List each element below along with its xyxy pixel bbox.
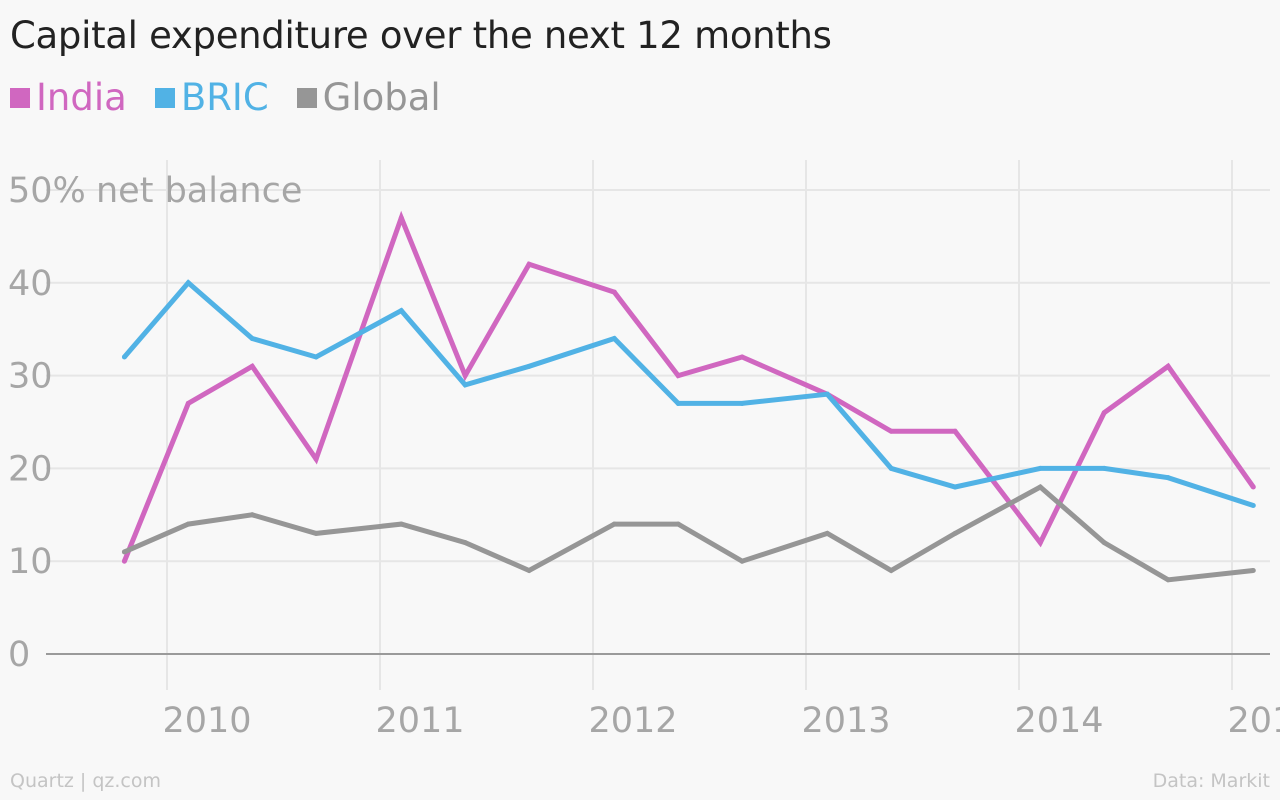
y-tick-label-20: 20 — [8, 449, 53, 489]
data-point-global-1 — [185, 521, 191, 527]
data-point-india-2 — [249, 363, 255, 369]
data-point-india-5 — [462, 373, 468, 379]
data-point-global-10 — [824, 530, 830, 536]
data-point-global-4 — [398, 521, 404, 527]
data-point-global-11 — [888, 567, 894, 573]
data-point-bric-10 — [824, 391, 830, 397]
data-point-india-0 — [121, 558, 127, 564]
series-line-india — [122, 210, 1256, 563]
data-point-india-15 — [1165, 363, 1171, 369]
legend-swatch-bric — [154, 87, 175, 108]
chart-title: Capital expenditure over the next 12 mon… — [10, 14, 832, 57]
legend-swatch-india — [10, 87, 30, 108]
data-point-global-6 — [526, 567, 532, 573]
data-point-bric-2 — [249, 335, 255, 341]
data-point-bric-3 — [313, 354, 319, 360]
data-point-india-4 — [398, 215, 404, 221]
data-point-global-16 — [1250, 567, 1256, 573]
footer-source: Data: Markit — [1152, 770, 1270, 792]
data-point-global-5 — [462, 540, 468, 546]
data-point-india-14 — [1101, 410, 1107, 416]
y-tick-label-50: 50% — [8, 171, 86, 211]
data-point-bric-0 — [121, 354, 127, 360]
chart-legend: India BRIC Global — [10, 76, 441, 119]
y-tick-label-0: 0 — [8, 635, 30, 675]
data-point-india-8 — [675, 373, 681, 379]
y-axis-label: net balance — [96, 171, 302, 211]
series-line-global — [123, 483, 1254, 583]
legend-label-global: Global — [322, 76, 441, 119]
data-point-india-12 — [952, 428, 958, 434]
legend-item-global: Global — [296, 76, 441, 119]
data-point-global-7 — [611, 521, 617, 527]
data-point-bric-9 — [739, 400, 745, 406]
y-tick-label-40: 40 — [8, 264, 53, 304]
data-point-bric-1 — [185, 280, 191, 286]
data-point-india-7 — [611, 289, 617, 295]
data-point-bric-14 — [1101, 465, 1107, 471]
x-tick-label-2014: 2014 — [1014, 701, 1103, 741]
data-point-bric-15 — [1165, 475, 1171, 481]
data-point-global-13 — [1037, 484, 1043, 490]
data-point-india-3 — [313, 456, 319, 462]
x-tick-label-2013: 2013 — [801, 701, 890, 741]
data-point-bric-11 — [888, 465, 894, 471]
data-point-bric-5 — [462, 382, 468, 388]
x-tick-label-2012: 2012 — [588, 701, 677, 741]
data-point-global-8 — [675, 521, 681, 527]
data-point-bric-13 — [1037, 465, 1043, 471]
y-tick-label-10: 10 — [8, 542, 53, 582]
legend-label-india: India — [36, 76, 127, 119]
data-point-india-1 — [185, 400, 191, 406]
data-point-bric-7 — [611, 335, 617, 341]
data-point-bric-12 — [952, 484, 958, 490]
footer-credit: Quartz | qz.com — [10, 770, 162, 792]
legend-label-bric: BRIC — [180, 76, 269, 119]
data-point-india-11 — [888, 428, 894, 434]
y-tick-label-30: 30 — [8, 357, 53, 397]
x-tick-label-2010: 2010 — [162, 701, 251, 741]
data-point-bric-8 — [675, 400, 681, 406]
series-line-bric — [122, 279, 1255, 508]
data-point-india-9 — [739, 354, 745, 360]
data-point-global-0 — [121, 549, 127, 555]
data-point-bric-16 — [1250, 503, 1256, 509]
data-point-bric-4 — [398, 308, 404, 314]
data-point-global-2 — [249, 512, 255, 518]
data-point-global-3 — [313, 530, 319, 536]
data-point-india-13 — [1037, 540, 1043, 546]
data-point-global-12 — [952, 530, 958, 536]
data-point-india-6 — [526, 261, 532, 267]
data-point-india-16 — [1250, 484, 1256, 490]
data-point-global-14 — [1101, 540, 1107, 546]
legend-item-bric: BRIC — [154, 76, 269, 119]
x-tick-label-2011: 2011 — [375, 701, 464, 741]
legend-swatch-global — [296, 87, 317, 108]
data-point-global-9 — [739, 558, 745, 564]
data-point-bric-6 — [526, 363, 532, 369]
data-point-global-15 — [1165, 577, 1171, 583]
x-tick-label-2015: 2015 — [1227, 701, 1280, 741]
legend-item-india: India — [10, 76, 127, 119]
